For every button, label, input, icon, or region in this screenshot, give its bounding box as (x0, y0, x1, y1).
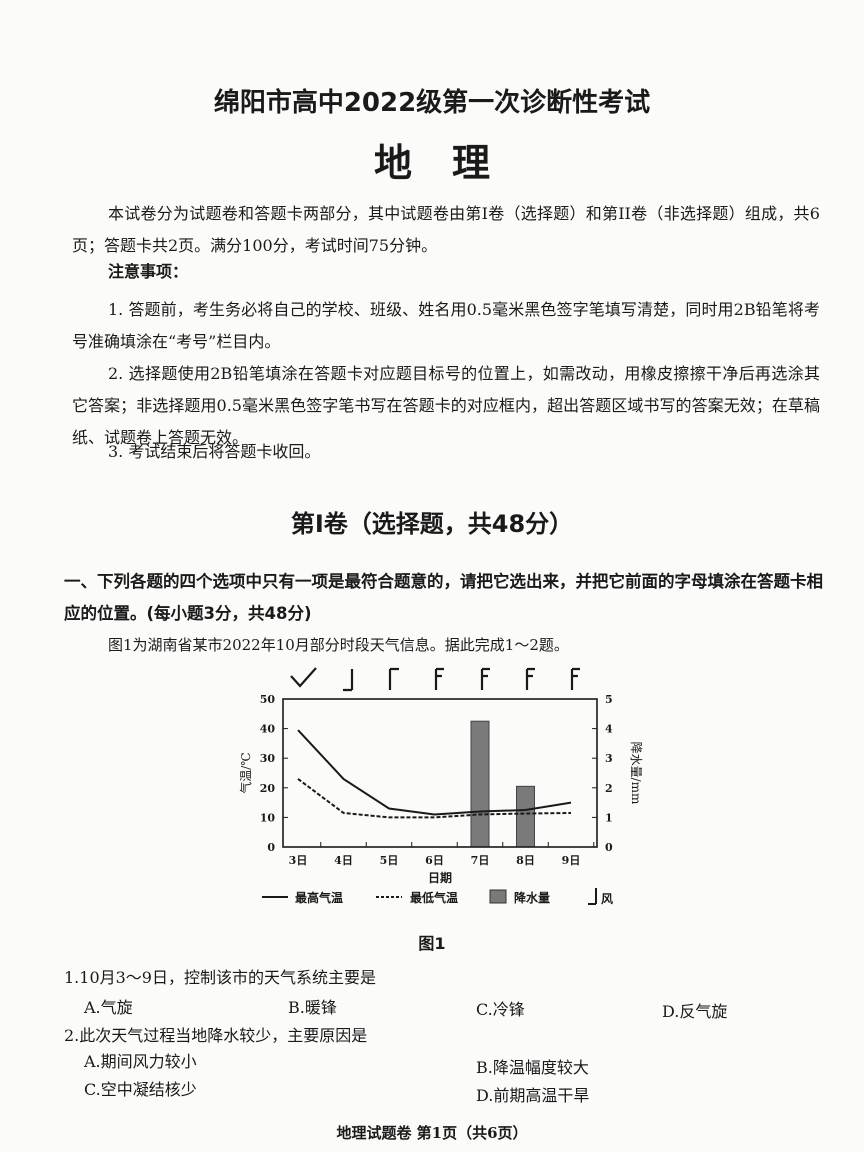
y-tick-label: 10 (260, 811, 276, 824)
wind-barb-icon (434, 667, 444, 690)
question-2-stem: 2.此次天气过程当地降水较少，主要原因是 (64, 1026, 368, 1045)
weather-chart: 0 10 20 30 40 50 0 1 2 3 4 5 3日 4日 5日 6日 7日 8日 9日 气温/℃ 降水量… (238, 667, 643, 906)
y-tick-label: 0 (267, 841, 275, 854)
y-right-tick-label: 0 (605, 841, 613, 854)
page-footer: 地理试题卷 第1页（共6页） (336, 1124, 528, 1142)
q2-option-c: C.空中凝结核少 (84, 1080, 197, 1099)
q1-option-a: A.气旋 (84, 998, 133, 1017)
y-right-tick-label: 4 (605, 723, 613, 736)
legend-max-label: 最高气温 (295, 890, 343, 905)
q1-option-b: B.暖锋 (288, 998, 337, 1017)
y-axis-label: 气温/℃ (238, 752, 253, 793)
chart-legend: 最高气温 最低气温 降水量 风 (262, 888, 613, 906)
notice-3: 3. 考试结束后将答题卡收回。 (108, 442, 321, 461)
q1-option-d: D.反气旋 (662, 1002, 728, 1021)
legend-wind-icon (588, 888, 597, 905)
y-tick-label: 50 (260, 693, 276, 706)
wind-barb-icon (525, 667, 535, 690)
wind-barb-icon (343, 669, 354, 692)
legend-min-label: 最低气温 (410, 890, 458, 905)
precip-bar (516, 785, 535, 848)
plot-frame (282, 698, 598, 848)
question-1-stem: 1.10月3～9日，控制该市的天气系统主要是 (64, 968, 376, 987)
exam-title: 绵阳市高中2022级第一次诊断性考试 (213, 88, 651, 118)
wind-barb-icon (388, 667, 399, 690)
x-tick-label: 8日 (516, 854, 535, 867)
y-axis-right-label: 降水量/mm (629, 742, 643, 805)
legend-wind-label: 风 (601, 892, 613, 906)
figure-caption: 图1为湖南省某市2022年10月部分时段天气信息。据此完成1～2题。 (108, 636, 569, 654)
x-tick-label: 7日 (471, 854, 490, 867)
wind-barb-icon (480, 667, 490, 690)
notice-2: 2. 选择题使用2B铅笔填涂在答题卡对应题目标号的位置上，如需改动，用橡皮擦擦干… (72, 364, 820, 447)
y-tick-label: 40 (260, 723, 276, 736)
subject-title: 地理 (373, 141, 530, 185)
legend-precip-label: 降水量 (514, 890, 550, 905)
max-temp-line (297, 729, 572, 816)
y-tick-label: 30 (260, 752, 276, 765)
legend-precip-swatch (489, 889, 507, 904)
x-tick-label: 9日 (562, 854, 581, 867)
y-tick-label: 20 (260, 782, 276, 795)
q1-option-c: C.冷锋 (476, 1000, 525, 1019)
q2-option-d: D.前期高温干旱 (476, 1086, 590, 1105)
intro-paragraph: 本试卷分为试题卷和答题卡两部分，其中试题卷由第I卷（选择题）和第II卷（非选择题… (72, 204, 820, 255)
y-right-tick-label: 3 (605, 752, 613, 765)
wind-symbols (290, 667, 580, 692)
y-right-tick-label: 2 (605, 782, 613, 795)
q2-option-a: A.期间风力较小 (84, 1052, 197, 1071)
section-instruction: 一、下列各题的四个选项中只有一项是最符合题意的，请把它选出来，并把它前面的字母填… (64, 572, 823, 623)
x-tick-label: 6日 (425, 854, 444, 867)
y-right-tick-label: 5 (605, 693, 613, 706)
x-axis-label: 日期 (428, 870, 452, 885)
notice-1: 1. 答题前，考生务必将自己的学校、班级、姓名用0.5毫米黑色签字笔填写清楚，同… (72, 300, 820, 351)
notice-heading: 注意事项： (108, 262, 189, 281)
x-tick-label: 3日 (289, 854, 308, 867)
y-right-tick-label: 1 (605, 811, 613, 824)
section-title: 第Ⅰ卷（选择题，共48分） (290, 510, 574, 538)
figure-label: 图1 (418, 934, 446, 953)
x-tick-label: 5日 (380, 854, 399, 867)
wind-calm-icon (290, 667, 317, 688)
precip-bar (470, 720, 490, 848)
wind-barb-icon (570, 667, 580, 690)
min-temp-line (297, 778, 572, 819)
q2-option-b: B.降温幅度较大 (476, 1058, 589, 1077)
x-tick-label: 4日 (334, 854, 353, 867)
